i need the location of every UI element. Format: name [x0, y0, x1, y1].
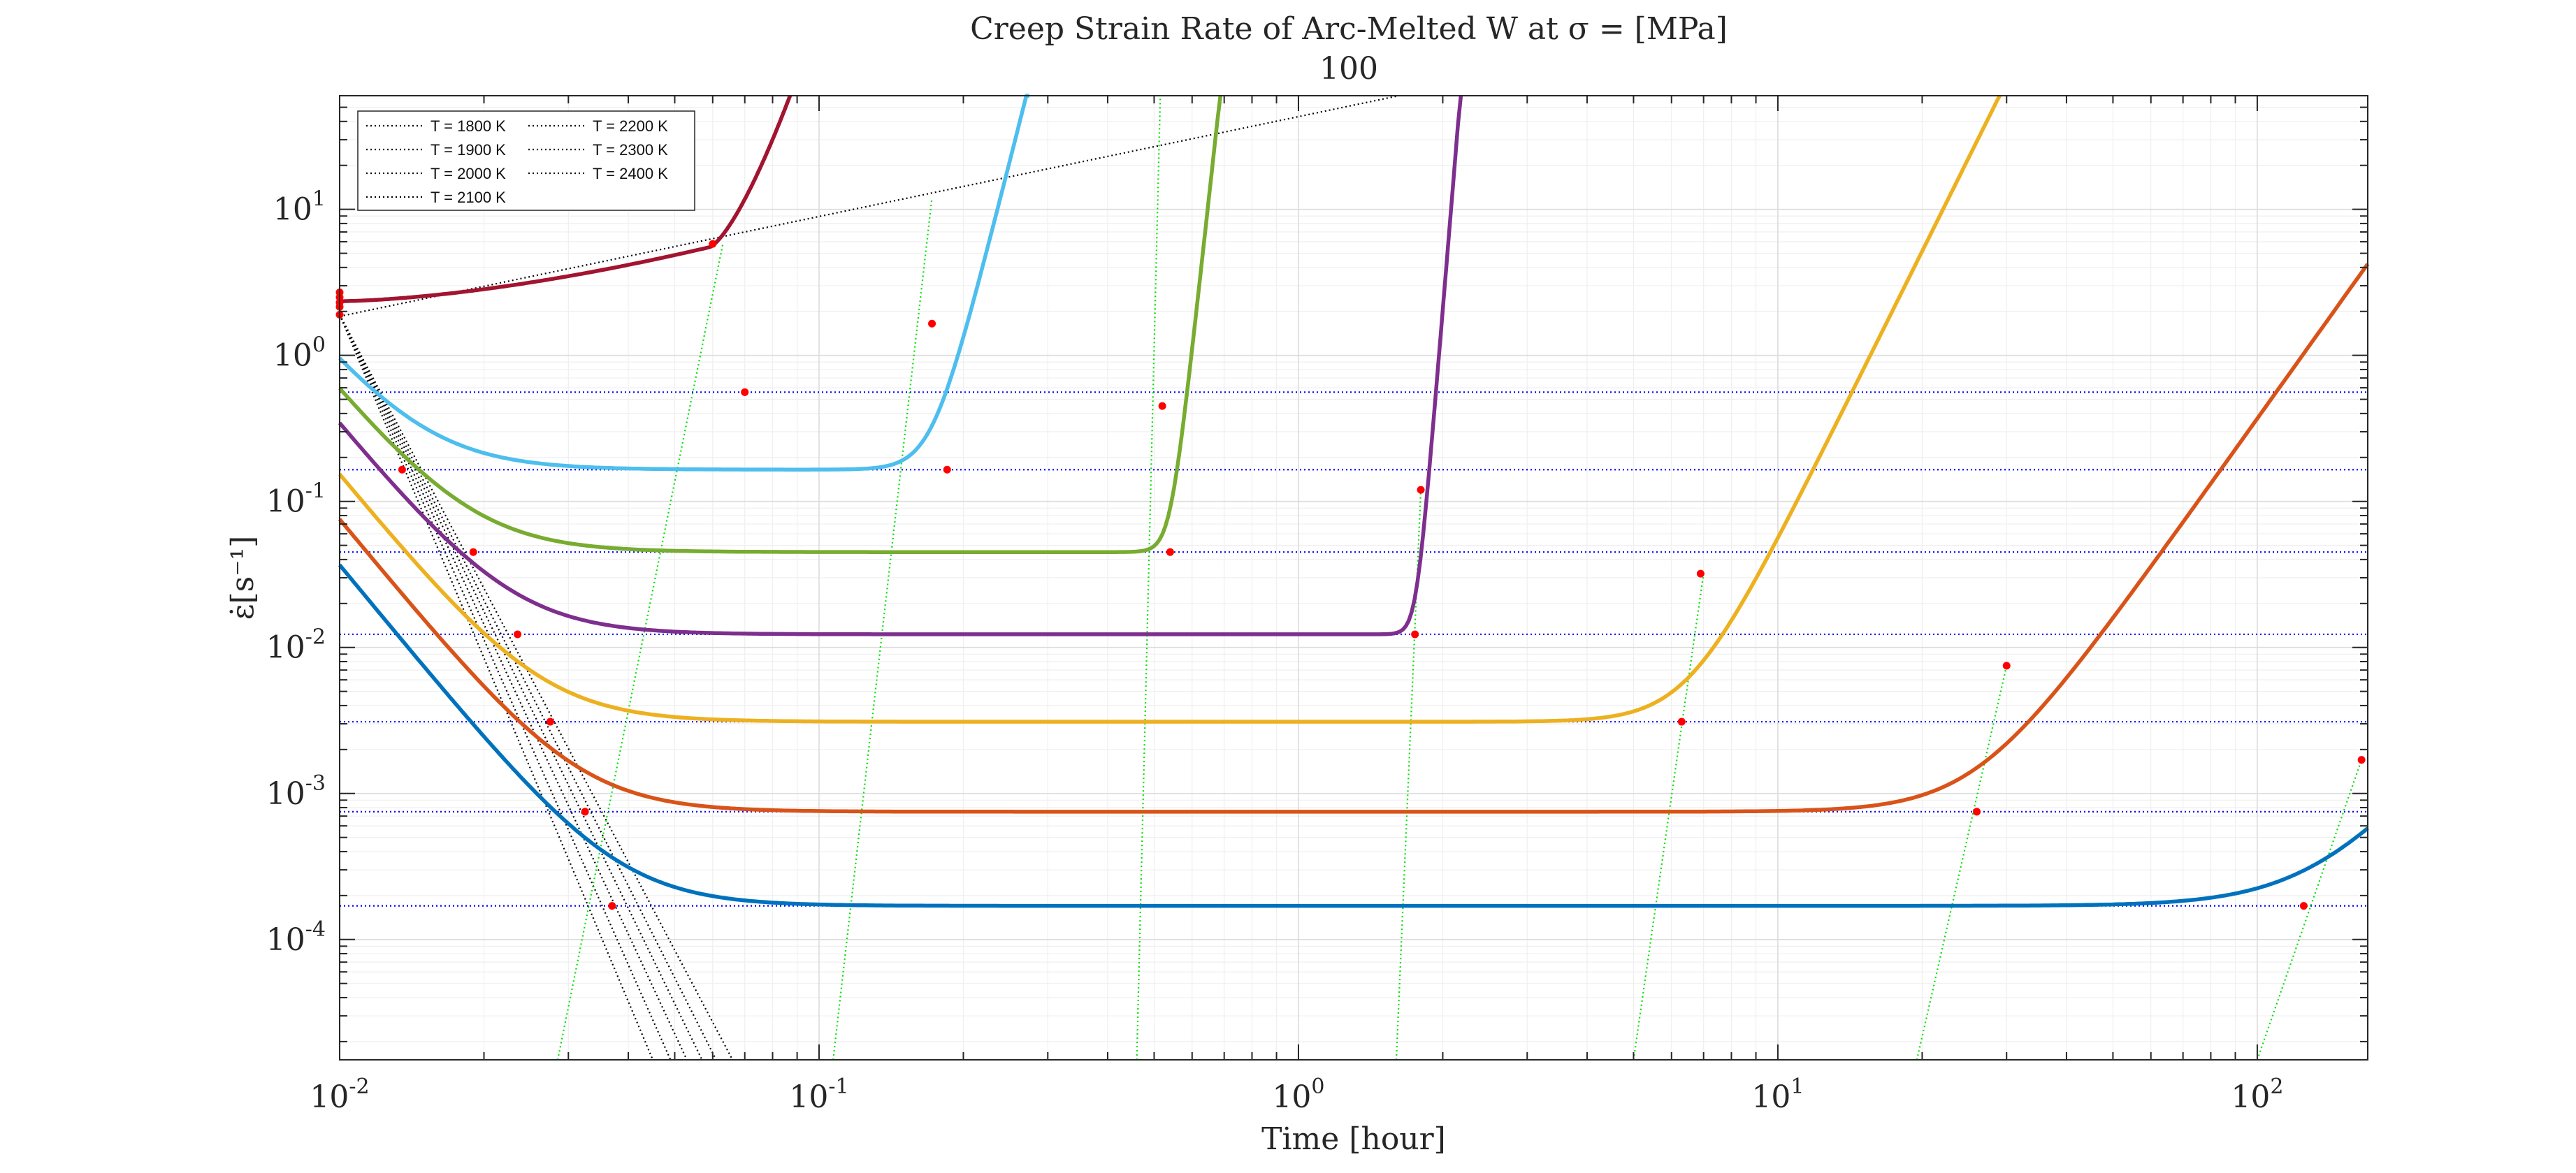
black-reference-line	[339, 314, 688, 1061]
red-marker	[928, 319, 936, 328]
creep-curves	[338, 94, 2370, 908]
legend-label: T = 1800 K	[430, 117, 506, 135]
red-marker	[581, 808, 589, 816]
y-tick-label: 101	[273, 187, 326, 228]
x-tick-label: 102	[2231, 1074, 2283, 1115]
legend: T = 1800 K T = 1900 K T = 2000 K T = 2100 K…	[357, 110, 695, 211]
x-tick-label: 100	[1272, 1074, 1324, 1115]
legend-label: T = 2000 K	[430, 165, 506, 182]
minor-grid	[340, 95, 2368, 1060]
creep-curve	[338, 95, 1223, 554]
red-marker	[1696, 569, 1705, 578]
creep-curve	[338, 94, 2002, 724]
legend-label: T = 2100 K	[430, 189, 506, 206]
red-marker	[2357, 756, 2366, 764]
x-tick-label: 10-1	[789, 1074, 848, 1115]
x-tick-label: 101	[1751, 1074, 1804, 1115]
red-marker	[514, 630, 522, 639]
legend-label: T = 1900 K	[430, 141, 506, 159]
black-reference-line	[338, 314, 672, 1061]
legend-box	[357, 110, 695, 211]
green-reference-line	[1395, 490, 1422, 1061]
green-reference-line	[1916, 665, 2008, 1061]
legend-label: T = 2300 K	[593, 141, 668, 159]
black-reference-lines	[338, 94, 1399, 1061]
y-tick-label: 10-1	[266, 479, 326, 520]
green-reference-line	[1136, 95, 1162, 1061]
red-marker	[2002, 662, 2011, 670]
creep-curve	[338, 563, 2369, 908]
y-tick-label: 100	[273, 333, 326, 374]
black-reference-line	[339, 94, 1399, 317]
y-tick-labels: 10-4 10-3 10-2 10-1 100 101	[266, 187, 326, 958]
creep-curve	[338, 94, 1029, 472]
creep-curve	[338, 95, 1463, 636]
chart-title: Creep Strain Rate of Arc-Melted W at σ =…	[970, 11, 1728, 47]
creep-curve	[339, 95, 793, 303]
red-marker	[398, 465, 406, 474]
y-tick-label: 10-4	[266, 917, 326, 958]
x-axis-label: Time [hour]	[1261, 1121, 1446, 1157]
green-reference-lines	[556, 95, 2363, 1061]
red-marker	[1417, 486, 1425, 494]
y-tick-label: 10-2	[266, 625, 326, 666]
axis-ticks	[339, 95, 2368, 1060]
red-marker	[741, 388, 749, 396]
red-marker	[943, 465, 951, 474]
green-reference-line	[556, 243, 724, 1061]
y-axis-label: ε̇[s⁻¹]	[225, 536, 261, 620]
green-reference-line	[2256, 759, 2363, 1061]
red-marker	[469, 548, 477, 556]
red-marker	[1166, 548, 1174, 556]
red-marker	[709, 240, 717, 248]
red-marker	[1677, 717, 1686, 726]
y-tick-label: 10-3	[266, 771, 326, 812]
red-marker	[2299, 902, 2308, 910]
red-marker	[1973, 808, 1981, 816]
chart-subtitle: 100	[1319, 51, 1378, 87]
x-tick-labels: 10-2 10-1 100 101 102	[310, 1074, 2283, 1115]
red-marker	[608, 902, 616, 910]
x-tick-label: 10-2	[310, 1074, 369, 1115]
legend-label: T = 2200 K	[593, 117, 668, 135]
black-reference-line	[339, 314, 717, 1061]
red-marker	[546, 717, 554, 726]
legend-label: T = 2400 K	[593, 165, 668, 182]
creep-curve	[338, 263, 2370, 814]
black-reference-line	[338, 314, 654, 1061]
red-marker	[1158, 402, 1166, 410]
red-marker	[1411, 630, 1419, 639]
